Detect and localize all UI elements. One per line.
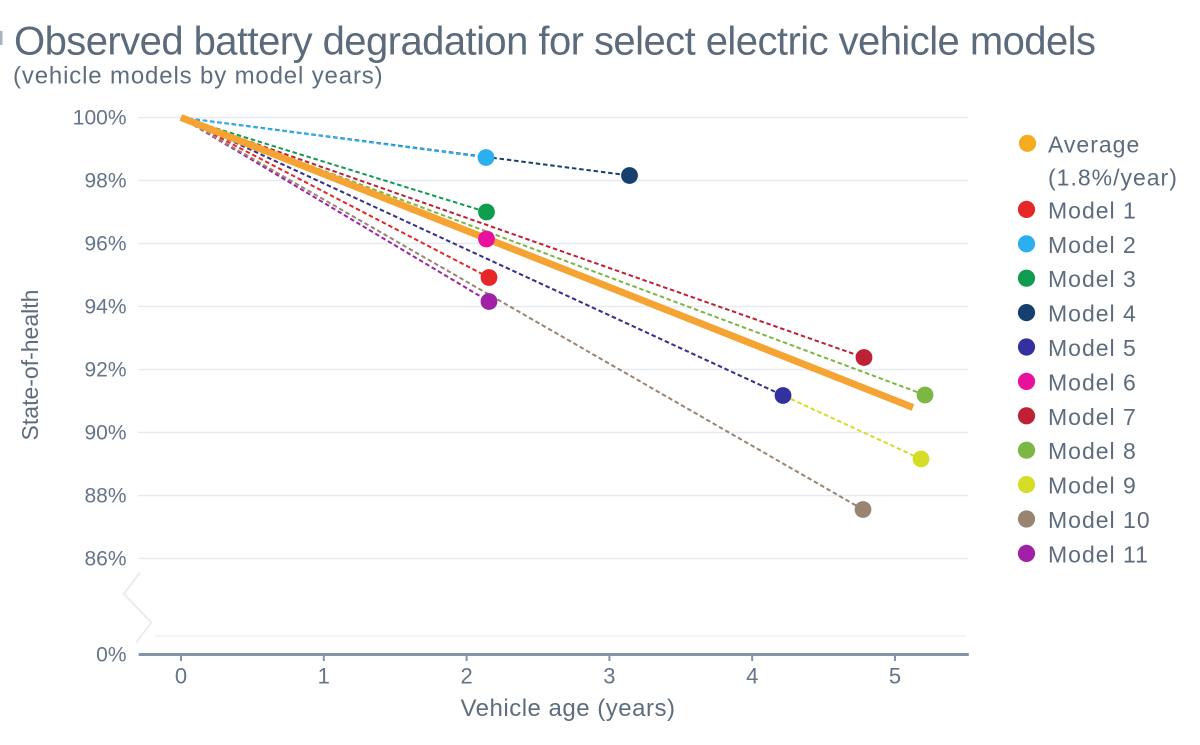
svg-text:Model 5: Model 5 xyxy=(1048,335,1137,361)
svg-text:Model 2: Model 2 xyxy=(1048,232,1137,258)
svg-text:86%: 86% xyxy=(84,548,126,571)
svg-text:88%: 88% xyxy=(84,485,126,508)
svg-text:Model 1: Model 1 xyxy=(1048,197,1137,223)
svg-text:State-of-health: State-of-health xyxy=(17,290,43,441)
svg-text:Model 10: Model 10 xyxy=(1048,507,1151,533)
svg-text:98%: 98% xyxy=(84,170,126,193)
svg-text:Model 4: Model 4 xyxy=(1048,301,1137,327)
svg-text:(vehicle models by model years: (vehicle models by model years) xyxy=(13,63,383,90)
svg-text:5: 5 xyxy=(889,664,901,689)
svg-text:92%: 92% xyxy=(84,359,126,382)
svg-text:96%: 96% xyxy=(84,233,126,256)
svg-text:94%: 94% xyxy=(84,296,126,319)
svg-text:3: 3 xyxy=(603,664,615,689)
svg-text:0%: 0% xyxy=(96,644,126,667)
svg-text:Observed battery degradation f: Observed battery degradation for select … xyxy=(14,20,1095,64)
svg-text:1: 1 xyxy=(318,664,330,689)
svg-text:Model 11: Model 11 xyxy=(1048,541,1149,567)
svg-text:Vehicle age (years): Vehicle age (years) xyxy=(461,695,676,722)
svg-text:Average: Average xyxy=(1048,131,1140,157)
svg-text:Model 9: Model 9 xyxy=(1048,473,1137,499)
svg-text:0: 0 xyxy=(175,664,187,689)
svg-text:Model 8: Model 8 xyxy=(1048,438,1137,464)
svg-text:Model 6: Model 6 xyxy=(1048,369,1137,395)
svg-text:100%: 100% xyxy=(73,107,127,130)
svg-text:Model 3: Model 3 xyxy=(1048,266,1137,292)
svg-text:4: 4 xyxy=(746,664,758,689)
svg-text:2: 2 xyxy=(460,664,472,689)
svg-text:(1.8%/year): (1.8%/year) xyxy=(1048,164,1178,190)
svg-text:Model 7: Model 7 xyxy=(1048,404,1137,430)
svg-text:90%: 90% xyxy=(84,422,126,445)
